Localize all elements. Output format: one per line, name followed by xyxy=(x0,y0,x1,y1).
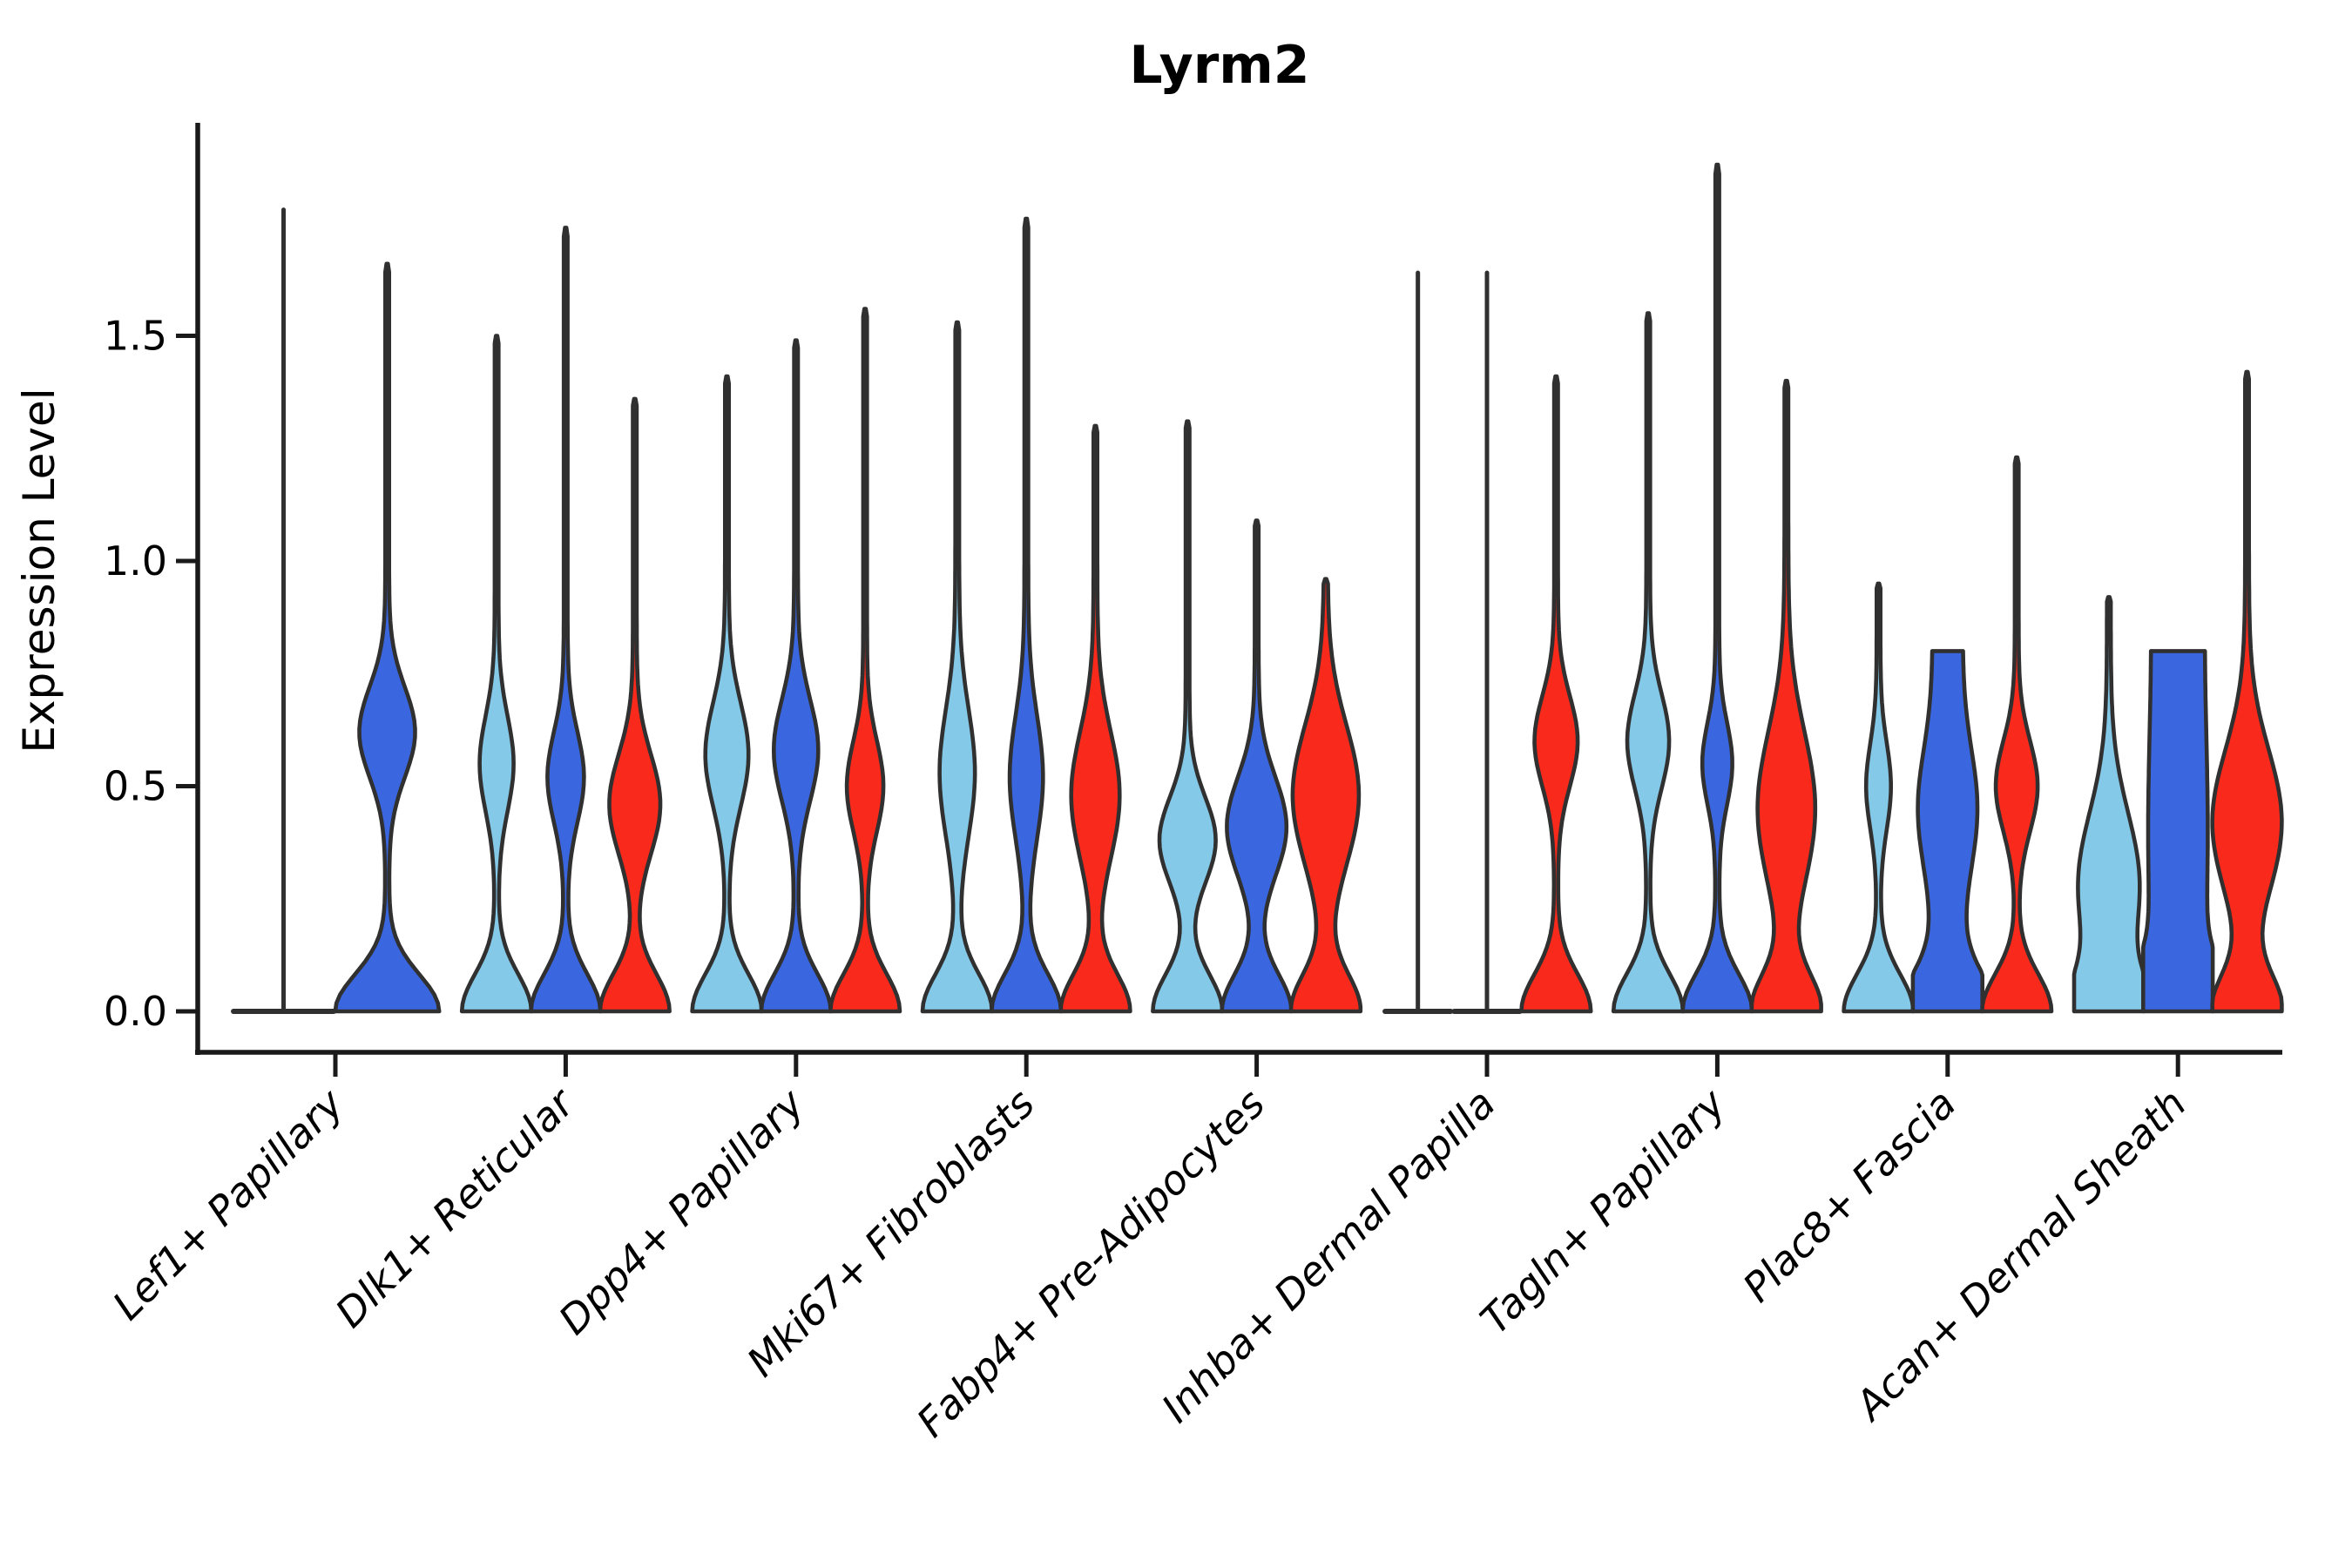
violin xyxy=(2072,595,2146,1014)
violin xyxy=(529,226,603,1014)
x-tick-label: Dlk1+ Reticular xyxy=(327,1078,585,1336)
violin xyxy=(1151,419,1225,1014)
violin xyxy=(690,374,764,1014)
violin xyxy=(1611,311,1686,1014)
violin xyxy=(1910,649,1984,1014)
x-tick-label: Dpp4+ Papillary xyxy=(550,1079,814,1343)
violin xyxy=(459,334,534,1014)
y-tick-label: 1.0 xyxy=(104,537,167,585)
violin xyxy=(1980,455,2054,1014)
y-tick-label: 0.0 xyxy=(104,988,167,1035)
x-tick-label: Tagln+ Papillary xyxy=(1471,1079,1735,1343)
x-tick-label: Lef1+ Papillary xyxy=(104,1079,353,1328)
violin xyxy=(1288,577,1363,1014)
violin xyxy=(1680,162,1754,1014)
x-tick-label: Plac8+ Fascia xyxy=(1734,1080,1964,1311)
y-axis-label: Expression Level xyxy=(14,388,64,753)
violin xyxy=(2141,649,2215,1014)
violin xyxy=(990,216,1064,1014)
violin xyxy=(1749,378,1823,1014)
y-tick-label: 1.5 xyxy=(104,313,167,360)
violin xyxy=(1058,423,1132,1014)
violin xyxy=(920,320,994,1014)
violin xyxy=(1842,581,1916,1014)
violin xyxy=(1519,374,1593,1014)
y-tick-label: 0.5 xyxy=(104,763,167,810)
plot-title: Lyrm2 xyxy=(1129,35,1309,96)
violin xyxy=(1220,518,1294,1014)
violin xyxy=(2210,369,2284,1014)
violin xyxy=(828,307,902,1014)
violin xyxy=(333,261,442,1014)
violins-layer xyxy=(231,162,2284,1014)
violin xyxy=(759,338,833,1014)
violin xyxy=(598,396,672,1014)
